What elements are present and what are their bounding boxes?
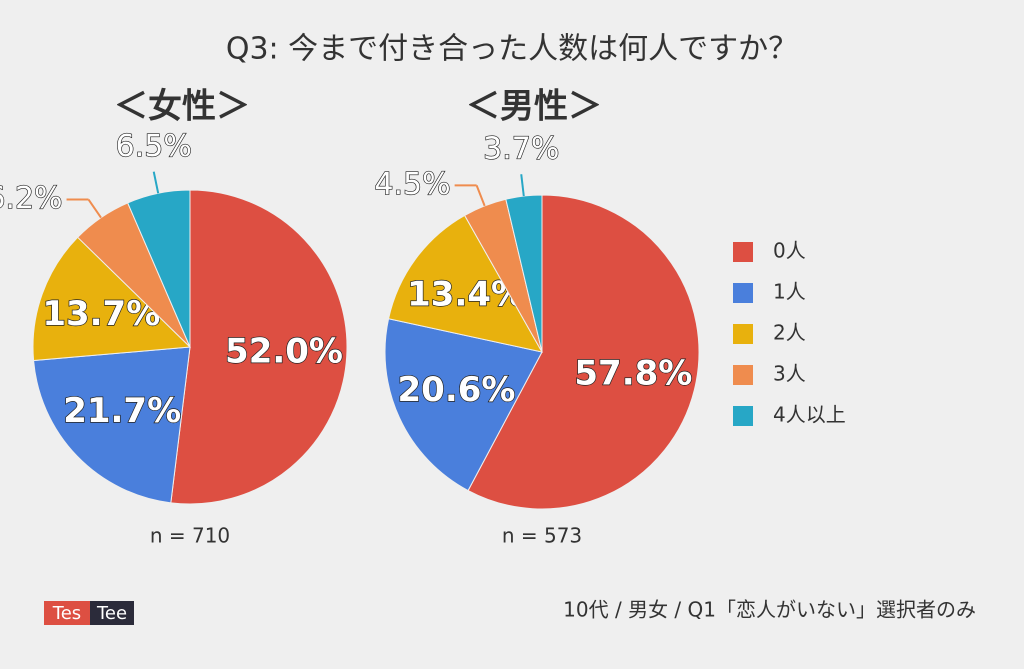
value-label: 13.7% <box>42 294 160 334</box>
footnote: 10代 / 男女 / Q1「恋人がいない」選択者のみ <box>563 598 976 622</box>
pie-slice <box>467 194 700 510</box>
value-label: 21.7% <box>63 391 181 431</box>
value-label: 3.7% <box>483 132 559 167</box>
legend-label: 0人 <box>773 239 806 263</box>
legend-swatch <box>733 365 753 385</box>
value-label: 6.5% <box>116 129 192 164</box>
pie-subtitle: ＜男性＞ <box>466 87 602 127</box>
value-label: 4.5% <box>374 167 450 202</box>
logo-bg <box>44 601 90 625</box>
legend-label: 3人 <box>773 362 806 386</box>
pie-slice <box>170 189 348 505</box>
value-label: 52.0% <box>225 331 343 371</box>
legend-swatch <box>733 242 753 262</box>
pie-note: n = 710 <box>150 524 230 548</box>
value-label: 57.8% <box>574 353 692 393</box>
legend-swatch <box>733 406 753 426</box>
pie-slice <box>384 318 543 492</box>
pie-slice <box>387 214 543 353</box>
leader-line <box>520 174 525 197</box>
legend-label: 4人以上 <box>773 403 846 427</box>
value-label: 20.6% <box>398 370 516 410</box>
logo: Tes <box>52 603 81 624</box>
value-label: 6.2% <box>0 181 63 216</box>
pie-slice <box>127 189 191 348</box>
logo-bg <box>90 601 134 625</box>
legend-swatch <box>733 324 753 344</box>
legend-swatch <box>733 283 753 303</box>
pie-slice <box>505 194 543 353</box>
pie-note: n = 573 <box>502 524 582 548</box>
legend-label: 1人 <box>773 280 806 304</box>
pie-subtitle: ＜女性＞ <box>114 87 250 127</box>
pie-slice <box>32 236 192 362</box>
chart-title: Q3: 今まで付き合った人数は何人ですか？ <box>226 32 798 67</box>
leader-line <box>87 198 102 219</box>
leader-line <box>152 171 160 194</box>
legend-label: 2人 <box>773 321 806 345</box>
logo: Tee <box>96 603 127 624</box>
leader-line <box>475 184 486 207</box>
pie-slice <box>33 346 191 504</box>
